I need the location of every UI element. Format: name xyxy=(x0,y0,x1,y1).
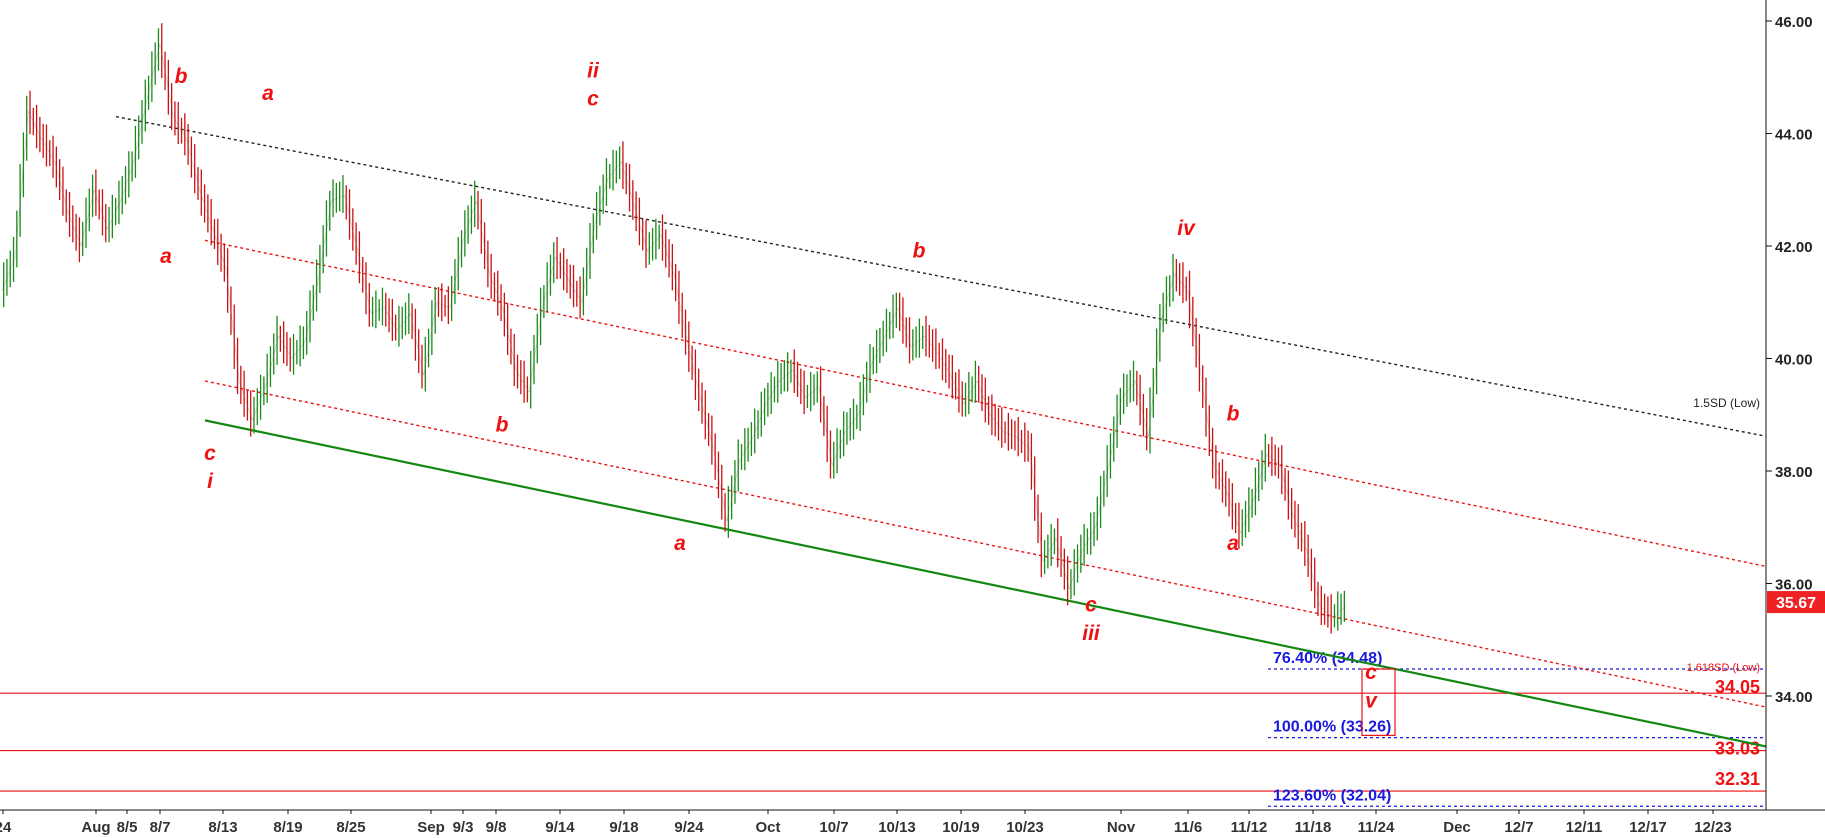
x-tick-label: Sep xyxy=(417,819,445,836)
wave-label: iv xyxy=(1177,217,1196,240)
wave-label: b xyxy=(1227,402,1240,425)
x-tick-label: Aug xyxy=(81,819,110,836)
fib-label: 100.00% (33.26) xyxy=(1273,719,1391,736)
x-tick-label: 12/23 xyxy=(1694,819,1732,836)
wave-label: a xyxy=(262,82,274,105)
wave-label: a xyxy=(160,245,172,268)
price-path xyxy=(1,43,1347,618)
wave-label: ii xyxy=(587,59,600,82)
wave-label: c xyxy=(587,87,599,110)
x-tick-label: 12/11 xyxy=(1566,819,1603,836)
x-tick-label: 12/7 xyxy=(1504,819,1533,836)
wave-label: v xyxy=(1365,689,1378,712)
x-tick-label: Nov xyxy=(1107,819,1136,836)
y-tick-label: 38.00 xyxy=(1775,464,1813,481)
x-tick-label: 8/19 xyxy=(273,819,302,836)
level-label: 32.31 xyxy=(1715,769,1760,789)
wave-label: c xyxy=(204,442,216,465)
y-tick-label: 44.00 xyxy=(1775,127,1813,144)
channel-line xyxy=(204,419,1767,748)
x-tick-label: 10/23 xyxy=(1006,819,1044,836)
y-tick-label: 34.00 xyxy=(1775,689,1813,706)
x-tick-label: 8/13 xyxy=(208,819,237,836)
x-tick-label: 10/7 xyxy=(819,819,848,836)
wave-label: c xyxy=(1085,594,1097,617)
y-tick-label: 40.00 xyxy=(1775,352,1813,369)
x-tick-label: 11/12 xyxy=(1231,819,1268,836)
x-tick-label: 8/5 xyxy=(117,819,138,836)
wave-target-box xyxy=(1361,668,1396,736)
wave-label: b xyxy=(913,239,926,262)
fib-label: 123.60% (32.04) xyxy=(1273,787,1391,804)
last-price-label: 35.67 xyxy=(1776,595,1816,612)
x-tick-label: 9/14 xyxy=(545,819,575,836)
x-tick-label: Oct xyxy=(755,819,780,836)
y-tick-label: 42.00 xyxy=(1775,239,1813,256)
x-tick-label: Dec xyxy=(1443,819,1471,836)
channel-label: 1.5SD (Low) xyxy=(1693,396,1760,410)
channel-line xyxy=(204,239,1767,568)
y-tick-label: 46.00 xyxy=(1775,14,1813,31)
x-tick-label: 9/18 xyxy=(609,819,638,836)
x-tick-label: 10/19 xyxy=(942,819,980,836)
price-bars xyxy=(1,23,1347,634)
x-tick-label: 9/3 xyxy=(453,819,474,836)
wave-label: a xyxy=(1227,532,1239,555)
wave-label: a xyxy=(674,532,686,555)
x-tick-label: 11/24 xyxy=(1358,819,1395,836)
x-tick-label: 24 xyxy=(0,819,12,836)
target-box xyxy=(1361,668,1396,736)
y-tick-label: 36.00 xyxy=(1775,577,1813,594)
x-tick-label: 8/25 xyxy=(336,819,365,836)
wave-label: iii xyxy=(1082,622,1101,645)
x-tick-label: 9/24 xyxy=(674,819,704,836)
level-label: 34.05 xyxy=(1715,677,1760,697)
wave-label: b xyxy=(496,414,509,437)
x-tick-label: 8/7 xyxy=(150,819,171,836)
channel-label: 1.618SD (Low) xyxy=(1687,662,1760,674)
channel-line xyxy=(204,380,1767,708)
x-tick-label: 9/8 xyxy=(486,819,507,836)
last-price-tag: 35.67 xyxy=(1767,591,1825,614)
channel-lines: 1.5SD (Low) 1.618SD (Low) xyxy=(115,115,1767,748)
wave-label: i xyxy=(207,470,214,493)
wave-label: c xyxy=(1365,661,1377,684)
wave-label: b xyxy=(175,65,188,88)
last-price-box xyxy=(1767,591,1825,614)
x-tick-label: 12/17 xyxy=(1629,819,1667,836)
channel-line xyxy=(115,115,1767,437)
x-tick-label: 11/6 xyxy=(1174,819,1202,836)
fib-label: 76.40% (34.48) xyxy=(1273,650,1382,667)
x-tick-label: 11/18 xyxy=(1295,819,1332,836)
x-tick-label: 10/13 xyxy=(878,819,916,836)
